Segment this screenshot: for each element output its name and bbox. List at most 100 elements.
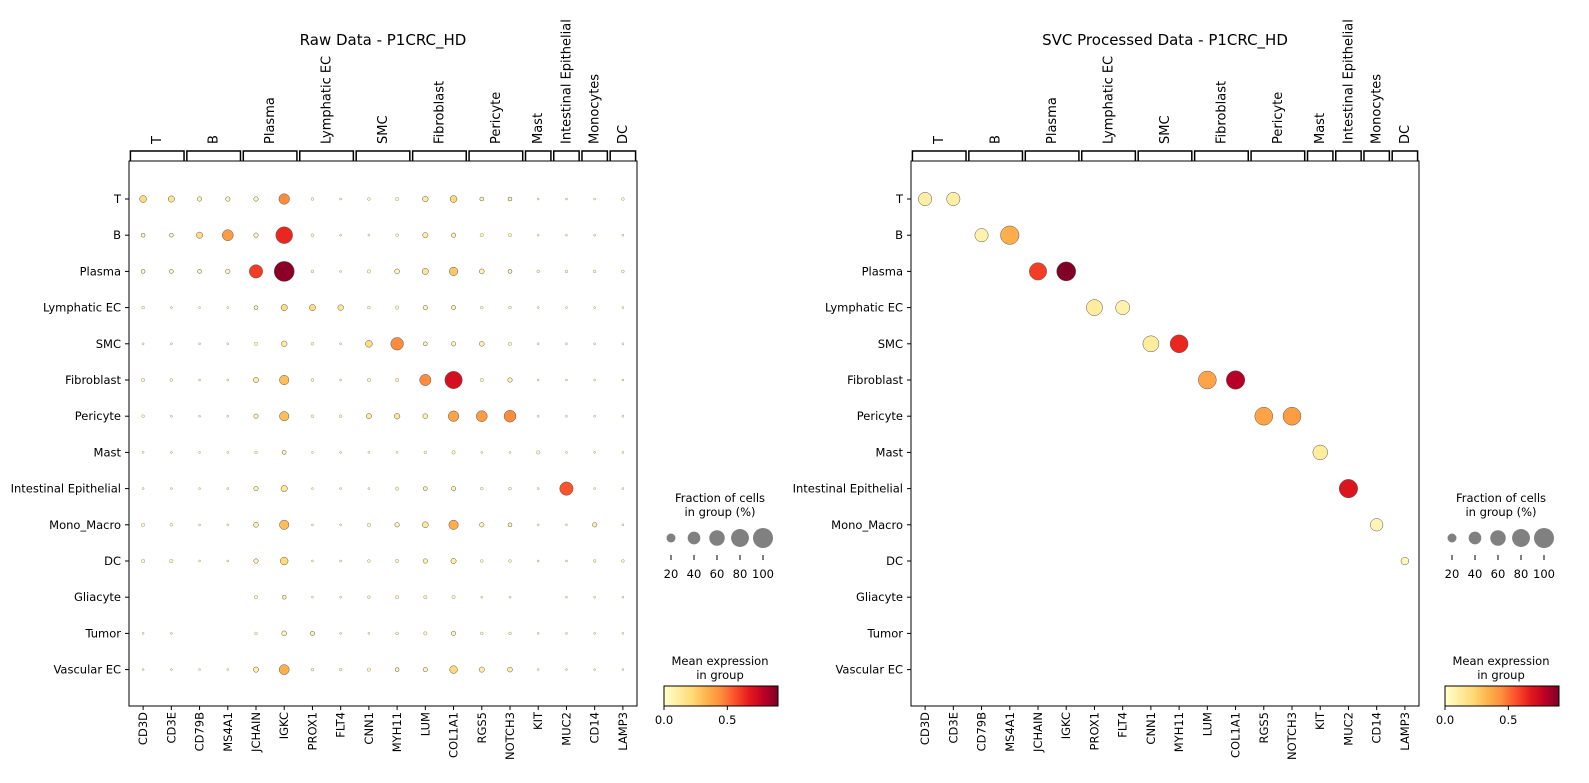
dot-Gliacyte-LUM <box>423 595 428 600</box>
x-tick-label: NOTCH3 <box>503 712 517 760</box>
dot-SMC-RGS5 <box>479 341 485 347</box>
y-tick-label: Lymphatic EC <box>43 301 121 315</box>
colorbar-tick-label: 0.5 <box>1499 713 1517 727</box>
dot-Pericyte-IGKC <box>279 411 290 422</box>
dot-Lymphatic-EC-IGKC <box>280 304 288 312</box>
dot-Tumor-CNN1 <box>367 632 371 635</box>
dot-Intestinal-Epithelial-COL1A1 <box>451 486 457 492</box>
dot-Mono_Macro-MUC2 <box>565 523 568 526</box>
dot-SMC-FLT4 <box>339 342 342 345</box>
gene-group-label: Monocytes <box>1370 74 1385 144</box>
dot-B-KIT <box>537 234 540 237</box>
gene-group-label: SMC <box>376 115 391 144</box>
y-tick-label: Plasma <box>862 264 903 278</box>
size-legend-dot <box>1447 533 1457 543</box>
dot-Pericyte-LUM <box>422 413 429 419</box>
size-legend-title: Fraction of cells <box>675 491 765 505</box>
dot-Intestinal-Epithelial-LAMP3 <box>621 487 625 490</box>
dot-Mast-PROX1 <box>311 451 314 454</box>
y-tick-label: Vascular EC <box>835 663 903 677</box>
dot-Mono_Macro-NOTCH3 <box>507 522 513 528</box>
dot-Intestinal-Epithelial-IGKC <box>280 485 288 493</box>
x-tick-label: CD3D <box>918 712 932 745</box>
y-tick-label: Tumor <box>84 626 121 640</box>
dot-B-MUC2 <box>565 234 568 237</box>
dot-Mono_Macro-KIT <box>537 523 540 526</box>
dot-Fibroblast-LUM <box>419 374 432 386</box>
dot-Plasma-COL1A1 <box>449 266 459 276</box>
dot-Vascular-EC-COL1A1 <box>449 665 458 674</box>
dot-T-MUC2 <box>565 197 568 201</box>
gene-group-label: Monocytes <box>588 74 603 144</box>
dot-SMC-MUC2 <box>565 342 568 345</box>
dot-Vascular-EC-CD3E <box>170 668 173 671</box>
size-legend-tick-label: 40 <box>687 567 702 581</box>
dot-SMC-MS4A1 <box>226 342 229 345</box>
dot-Mono_Macro-CD14 <box>592 522 598 528</box>
gene-group-label: DC <box>1398 125 1413 144</box>
y-tick-label: Intestinal Epithelial <box>793 482 903 496</box>
dot-Fibroblast-IGKC <box>279 375 290 385</box>
dot-SMC-KIT <box>537 342 540 345</box>
dot-DC-MS4A1 <box>226 559 229 563</box>
dot-Fibroblast-LAMP3 <box>621 378 625 382</box>
dot-Plasma-JCHAIN <box>249 264 263 279</box>
dot-Tumor-NOTCH3 <box>508 631 512 635</box>
dot-SMC-CD14 <box>593 342 596 345</box>
dot-Intestinal-Epithelial-JCHAIN <box>253 486 259 492</box>
y-tick-label: Pericyte <box>75 409 121 423</box>
dot-Gliacyte-NOTCH3 <box>508 596 512 599</box>
dot-Plasma-CD79B <box>197 269 202 274</box>
gene-group-label: Lymphatic EC <box>320 56 335 144</box>
dot-DC-IGKC <box>280 556 289 566</box>
y-tick-label: DC <box>104 554 121 568</box>
dot-Pericyte-MS4A1 <box>226 415 229 418</box>
dot-Mono_Macro-CD79B <box>198 523 201 526</box>
dot-Intestinal-Epithelial-CD79B <box>198 487 201 490</box>
y-tick-label: B <box>113 228 121 242</box>
dot-Mast-CD14 <box>593 451 596 454</box>
dot-B-RGS5 <box>479 233 484 238</box>
dot-DC-KIT <box>537 559 540 563</box>
size-legend-tick-label: 100 <box>1533 567 1555 581</box>
dot-Tumor-CD14 <box>593 632 596 635</box>
dot-Vascular-EC-IGKC <box>278 664 290 675</box>
dot-T-NOTCH3 <box>507 196 513 202</box>
dot-B-CD3D <box>140 232 146 238</box>
dot-SMC-NOTCH3 <box>508 341 512 346</box>
dot-T-CD3E <box>946 192 961 206</box>
dot-B-FLT4 <box>339 234 342 237</box>
dot-Lymphatic-EC-CD3E <box>170 306 173 309</box>
dot-Plasma-IGKC <box>1056 261 1076 282</box>
dot-DC-RGS5 <box>480 559 484 563</box>
dot-Pericyte-JCHAIN <box>253 413 259 419</box>
dot-Pericyte-NOTCH3 <box>503 410 517 423</box>
dot-Plasma-CD3E <box>169 269 174 274</box>
dot-Fibroblast-MS4A1 <box>226 378 229 382</box>
dot-Mast-KIT <box>536 450 541 455</box>
dot-DC-CD3D <box>141 559 145 563</box>
gene-group-label: Intestinal Epithelial <box>559 19 574 144</box>
plot-frame <box>128 160 638 707</box>
dot-Intestinal-Epithelial-CD3D <box>141 487 145 490</box>
gene-group-bracket <box>298 150 355 161</box>
dot-DC-MUC2 <box>565 559 568 563</box>
dot-Fibroblast-MYH11 <box>395 378 399 382</box>
dot-Intestinal-Epithelial-MUC2 <box>1338 479 1358 499</box>
dot-SMC-MYH11 <box>1169 334 1189 353</box>
chart-title: SVC Processed Data - P1CRC_HD <box>1042 31 1288 50</box>
dot-Pericyte-RGS5 <box>1254 407 1273 426</box>
dot-Tumor-PROX1 <box>309 630 315 636</box>
x-tick-label: CD14 <box>1370 712 1384 744</box>
gene-group-bracket <box>1080 150 1137 161</box>
color-legend-title: Mean expression <box>671 654 768 668</box>
dot-Vascular-EC-KIT <box>537 668 540 671</box>
dot-DC-LUM <box>422 558 428 564</box>
x-tick-label: CD3D <box>136 712 150 745</box>
dot-Mast-COL1A1 <box>451 450 456 455</box>
y-tick-label: Mast <box>876 445 904 459</box>
colorbar <box>663 685 779 707</box>
gene-group-bracket <box>1306 150 1334 161</box>
dot-B-CD3E <box>169 232 174 238</box>
size-legend-tick-label: 80 <box>733 567 748 581</box>
